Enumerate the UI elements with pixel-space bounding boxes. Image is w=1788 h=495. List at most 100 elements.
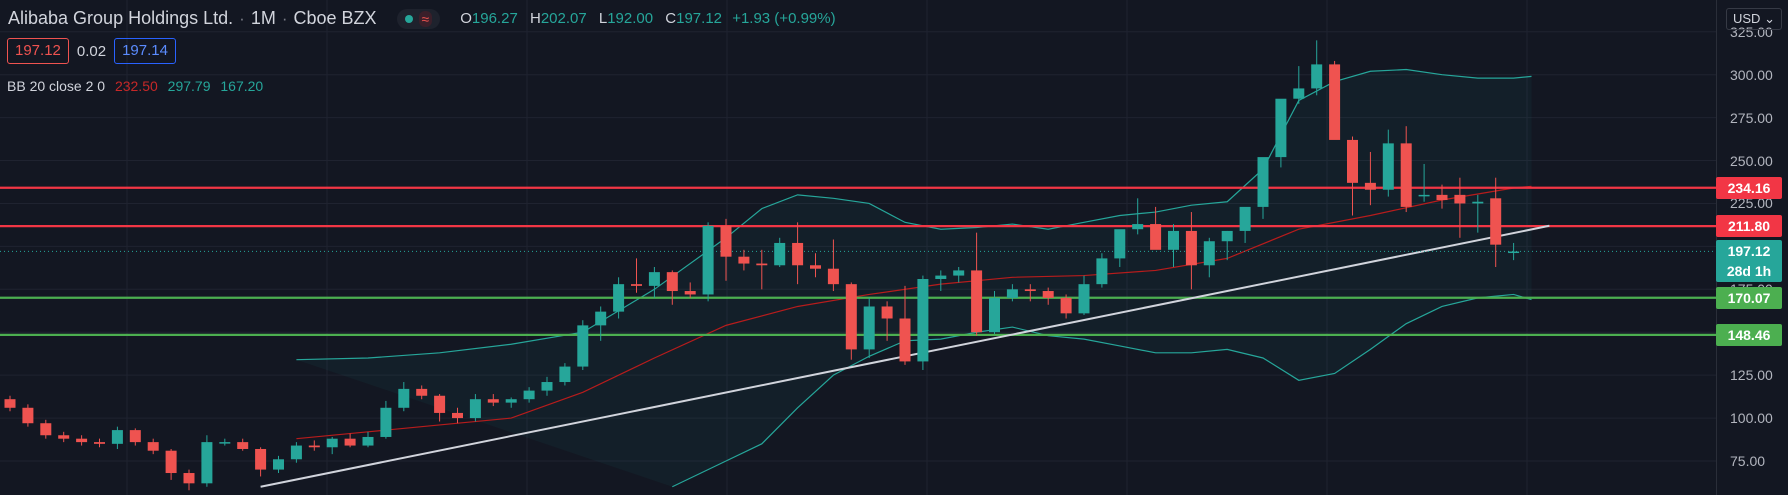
candle-body <box>273 459 284 470</box>
candle-body <box>183 473 195 484</box>
horizontal-levels[interactable] <box>0 186 1716 336</box>
bollinger-lower-line <box>672 293 1532 488</box>
candle-body <box>1132 224 1144 230</box>
candle-body <box>76 438 88 443</box>
candle-body <box>469 399 481 419</box>
candle-body <box>1203 241 1215 266</box>
level-price-tag: 170.07 <box>1716 286 1782 309</box>
buy-button[interactable]: 197.14 <box>114 38 176 64</box>
candle-body <box>1418 194 1430 197</box>
interval-label[interactable]: 1M <box>250 8 276 28</box>
candle-body <box>1436 194 1448 201</box>
candle-body <box>953 270 965 276</box>
candle-body <box>666 272 678 292</box>
candle-body <box>1024 289 1036 292</box>
bollinger-band-fill <box>296 69 1532 487</box>
price-tick-label: 250.00 <box>1730 152 1773 169</box>
price-tick-label: 275.00 <box>1730 109 1773 126</box>
currency-selector[interactable]: USD ⌄ <box>1726 8 1782 30</box>
candle-body <box>1114 229 1126 259</box>
indicator-basis-value: 232.50 <box>114 78 158 94</box>
candle-body <box>1078 284 1090 314</box>
close-label: C <box>665 10 677 27</box>
low-value: 192.00 <box>607 10 654 27</box>
candle-body <box>1293 88 1305 99</box>
price-tick-label: 325.00 <box>1730 23 1773 40</box>
candle-body <box>648 272 660 286</box>
indicator-upper-value: 297.79 <box>167 78 211 94</box>
change-value: +1.93 (+0.99%) <box>732 10 836 27</box>
candle-body <box>1042 291 1054 298</box>
candle-body <box>452 412 463 419</box>
sell-button[interactable]: 197.12 <box>7 38 69 64</box>
candle-body <box>1060 297 1072 314</box>
price-tick-label: 300.00 <box>1730 66 1773 83</box>
candle-body <box>111 430 123 444</box>
indicator-label[interactable]: BB 20 close 2 0 <box>7 78 106 94</box>
current-price-value: 197.12 <box>1727 243 1771 260</box>
candle-body <box>1472 201 1484 204</box>
candle-body <box>613 284 625 312</box>
current-price-tag: 197.12 28d 1h <box>1716 240 1782 283</box>
candle-body <box>1150 224 1162 250</box>
candle-body <box>845 284 857 350</box>
level-price-tag: 148.46 <box>1716 323 1782 346</box>
candle-body <box>792 242 804 266</box>
symbol-legend[interactable]: Alibaba Group Holdings Ltd. · 1M · Cboe … <box>8 8 836 29</box>
candle-body <box>1185 230 1197 266</box>
indicator-lower-value: 167.20 <box>220 78 264 94</box>
candle-body <box>22 407 34 424</box>
price-tick-label: 125.00 <box>1730 367 1773 384</box>
chevron-down-icon: ⌄ <box>1764 11 1775 26</box>
candle-body <box>1347 139 1358 183</box>
candle-body <box>201 442 213 484</box>
legend-separator: · <box>239 8 245 28</box>
level-price-tag: 234.16 <box>1716 176 1782 199</box>
high-label: H <box>529 10 541 27</box>
candle-body <box>1275 98 1287 158</box>
candle-body <box>899 318 911 362</box>
indicator-legend[interactable]: BB 20 close 2 0 232.50 297.79 167.20 <box>7 78 263 94</box>
candle-body <box>237 442 249 449</box>
high-value: 202.07 <box>540 10 587 27</box>
candle-body <box>1311 64 1323 89</box>
candle-body <box>1329 64 1341 140</box>
candle-body <box>344 438 356 446</box>
ohlc-values: O196.27 H202.07 L192.00 C197.12 +1.93 (+… <box>460 10 835 27</box>
candle-body <box>774 242 786 266</box>
candle-body <box>577 325 589 367</box>
candle-body <box>827 268 839 285</box>
price-tick-label: 225.00 <box>1730 195 1773 212</box>
price-tick-label: 75.00 <box>1730 453 1766 469</box>
candle-body <box>595 311 607 326</box>
candle-body <box>971 270 983 333</box>
candle-body <box>1490 198 1502 245</box>
open-label: O <box>460 10 472 27</box>
candle-body <box>1364 182 1376 190</box>
candle-body <box>738 256 750 264</box>
candle-body <box>863 306 875 350</box>
symbol-name[interactable]: Alibaba Group Holdings Ltd. <box>8 8 234 28</box>
candle-body <box>810 265 821 269</box>
candle-body <box>4 399 16 408</box>
candle-body <box>255 448 267 470</box>
candle-body <box>631 284 642 286</box>
candle-body <box>1454 194 1466 204</box>
candle-body <box>1221 230 1233 242</box>
price-tick-label: 100.00 <box>1730 410 1773 427</box>
candle-body <box>165 450 177 474</box>
candle-body <box>94 442 105 444</box>
candle-body <box>541 382 553 391</box>
candle-body <box>559 366 571 383</box>
low-label: L <box>598 10 608 27</box>
candle-body <box>1006 289 1018 298</box>
candle-body <box>1239 206 1251 231</box>
candle-body <box>290 445 302 460</box>
exchange-label: Cboe BZX <box>293 8 377 28</box>
wave-icon: ≈ <box>418 10 433 27</box>
currency-label: USD <box>1733 11 1761 26</box>
candle-body <box>147 442 159 451</box>
market-open-dot-icon <box>404 14 413 23</box>
market-status-pill[interactable]: ≈ <box>396 8 441 29</box>
